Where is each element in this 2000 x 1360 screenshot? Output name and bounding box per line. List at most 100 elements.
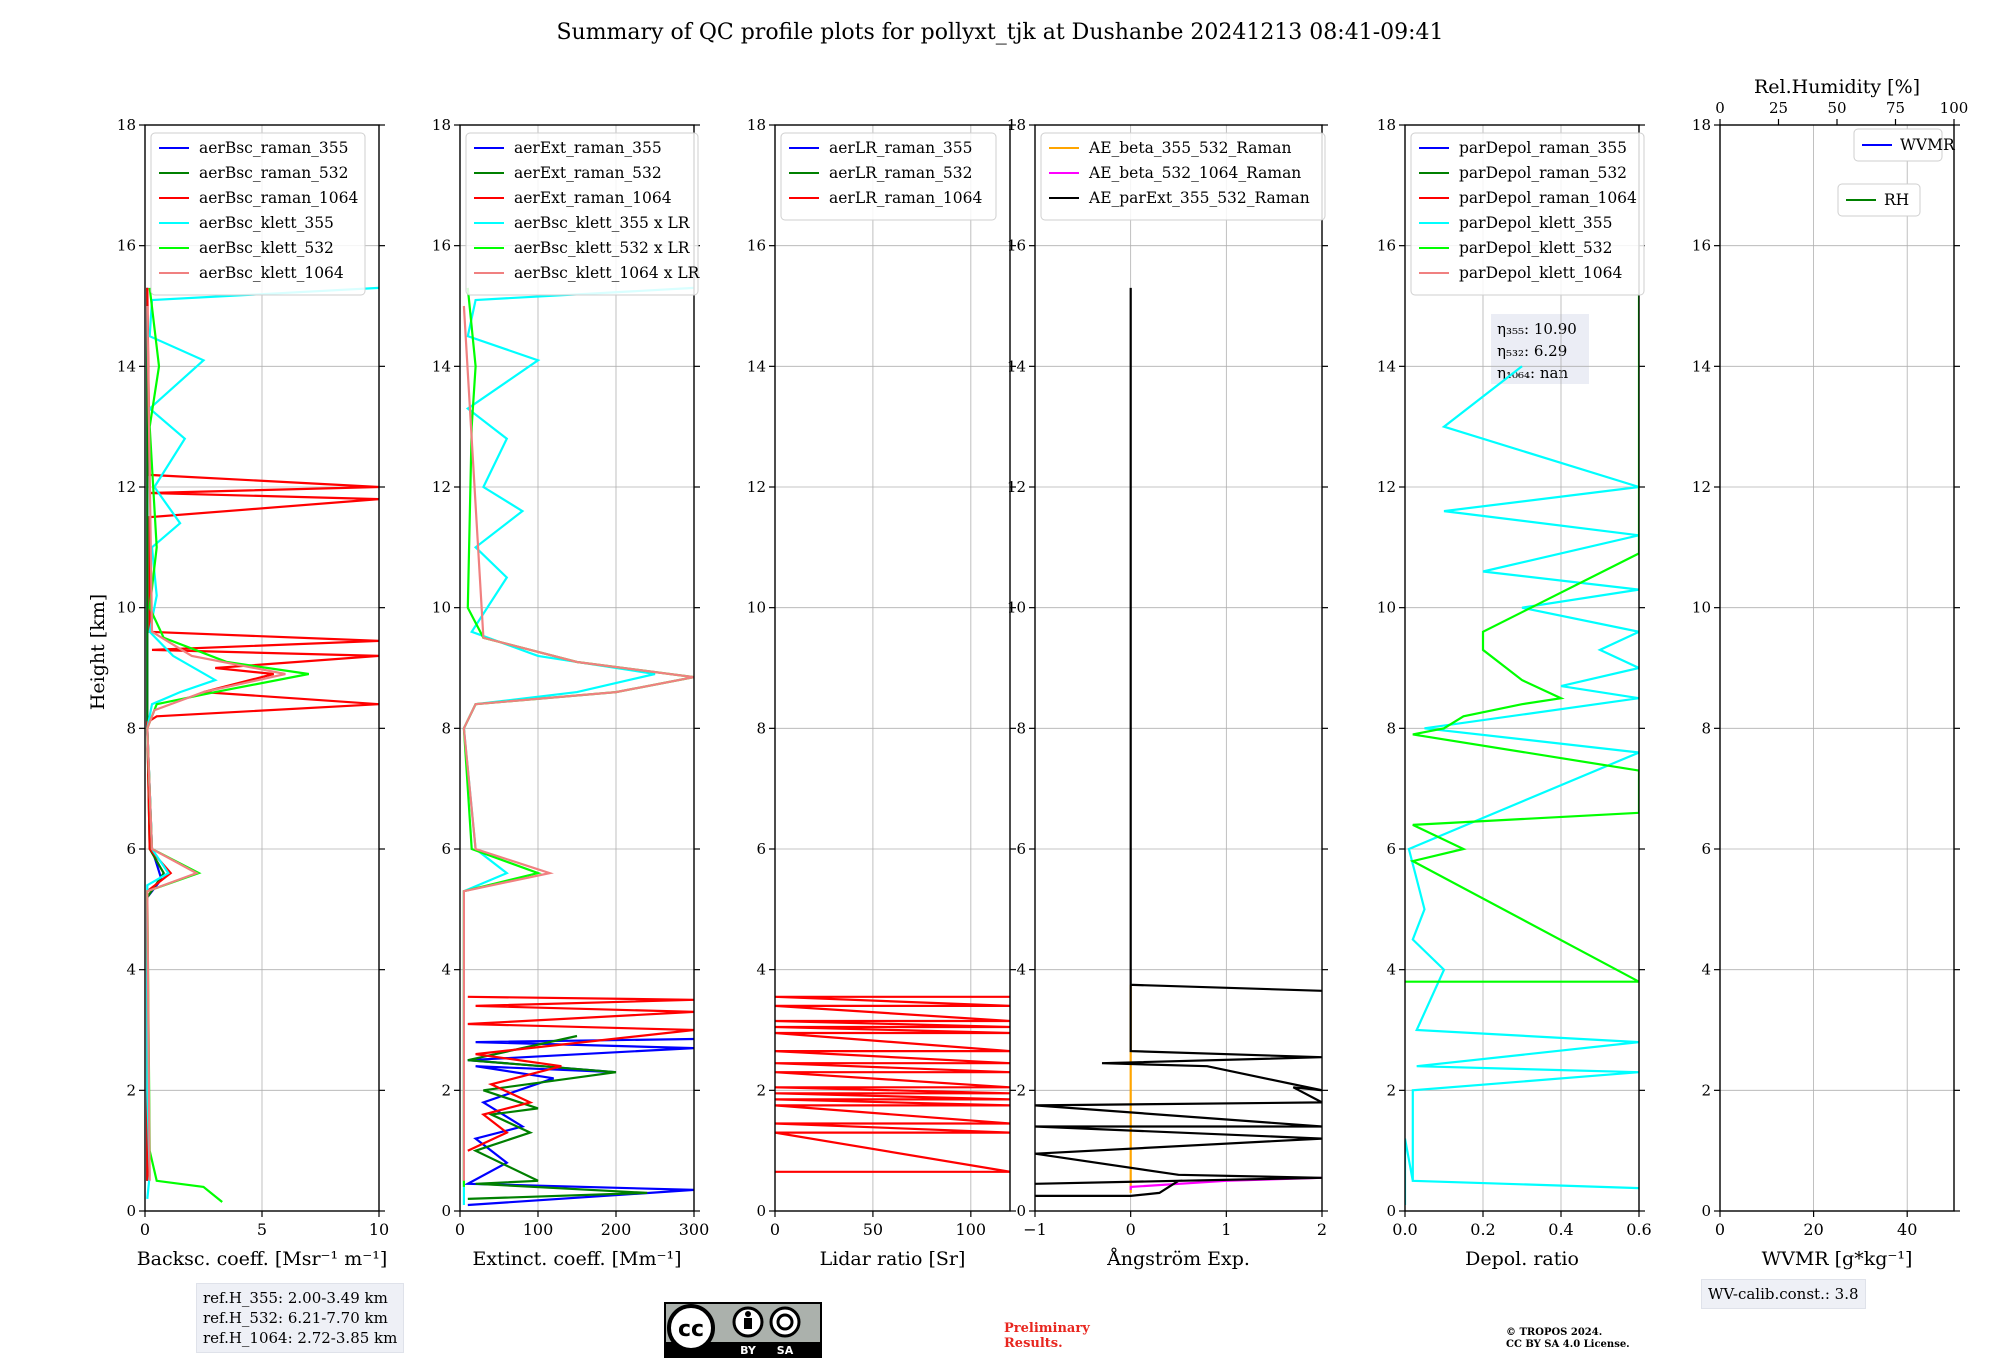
legend-entry: RH: [1884, 191, 1909, 209]
y-tick-label: 16: [432, 237, 451, 255]
x-tick-label: 40: [1897, 1220, 1917, 1239]
legend-entry: parDepol_klett_355: [1459, 214, 1612, 232]
x-axis-label: Backsc. coeff. [Msr⁻¹ m⁻¹]: [137, 1248, 388, 1270]
y-tick-label: 4: [1701, 961, 1711, 979]
x-tick-label: 100: [956, 1220, 987, 1239]
reference-height-box: ref.H_355: 2.00-3.49 km ref.H_532: 6.21-…: [196, 1283, 405, 1353]
legend-entry: aerBsc_raman_1064: [199, 189, 359, 207]
y-tick-label: 18: [117, 116, 136, 134]
y-tick-label: 12: [432, 478, 451, 496]
x-tick-label: 0.0: [1392, 1220, 1417, 1239]
legend-entry: aerBsc_klett_532 x LR: [514, 239, 691, 257]
legend-entry: aerBsc_klett_532: [199, 239, 334, 257]
axes-frame: [1404, 124, 1640, 1212]
x-tick-label: 2: [1317, 1220, 1327, 1239]
copyright-line-1: © TROPOS 2024.: [1506, 1327, 1603, 1338]
wv-calibration-box: WV-calib.const.: 3.8: [1701, 1279, 1866, 1309]
series-line-aerBsc_klett_532: [146, 287, 310, 1203]
y-tick-label: 14: [1007, 357, 1026, 375]
x-axis-label: Ångström Exp.: [1106, 1248, 1250, 1270]
x-axis-label: Extinct. coeff. [Mm⁻¹]: [472, 1248, 681, 1270]
legend-entry: parDepol_raman_532: [1459, 164, 1627, 182]
refh-1064: ref.H_1064: 2.72-3.85 km: [203, 1329, 398, 1347]
cc-by-sa-license-icon: cc BY SA: [664, 1302, 822, 1358]
by-person-icon: [745, 1311, 751, 1317]
x-tick-label: 50: [863, 1220, 883, 1239]
y-tick-label: 14: [1377, 357, 1396, 375]
legend-entry: aerLR_raman_1064: [829, 189, 982, 207]
axes-frame: [774, 124, 1011, 1212]
y-tick-label: 16: [1007, 237, 1026, 255]
x-tick-label: 0.4: [1548, 1220, 1573, 1239]
y-tick-label: 0: [1016, 1202, 1026, 1220]
chart-panel-1: 0 2 4 6 8 10 12 14 16 18 0 5 10 Backsc. coeff. [Msr⁻¹…: [117, 116, 389, 1270]
y-tick-label: 0: [1386, 1202, 1396, 1220]
series-line-aerExt_raman_355: [463, 1037, 694, 1207]
axes-frame: [459, 124, 695, 1212]
y-tick-label: 18: [1007, 116, 1026, 134]
y-tick-label: 14: [432, 357, 451, 375]
legend-entry: aerBsc_klett_355: [199, 214, 334, 232]
y-tick-label: 12: [1007, 478, 1026, 496]
axes-frame: [1719, 124, 1955, 1212]
y-tick-label: 2: [441, 1081, 451, 1099]
legend-box: [1040, 132, 1326, 221]
legend-entry: aerBsc_raman_532: [199, 164, 349, 182]
y-tick-label: 6: [1016, 840, 1026, 858]
preliminary-line-1: Preliminary: [1004, 1321, 1090, 1336]
copyright-line-2: CC BY SA 4.0 License.: [1506, 1339, 1630, 1350]
legend-entry: parDepol_klett_532: [1459, 239, 1612, 257]
series-line-aerBsc_klett_1064 x LR: [462, 305, 694, 1181]
x-tick-label: 0.6: [1626, 1220, 1651, 1239]
y-tick-label: 0: [126, 1202, 136, 1220]
legend-box: [1410, 132, 1645, 296]
y-tick-label: 0: [441, 1202, 451, 1220]
annotation-line: η₅₃₂: 6.29: [1497, 342, 1567, 360]
y-tick-label: 4: [1386, 961, 1396, 979]
x-tick-label: 300: [679, 1220, 710, 1239]
legend-entry: WVMR: [1900, 136, 1956, 154]
legend-box: [1837, 183, 1921, 217]
series-line-parDepol_klett_355: [1405, 365, 1639, 1205]
legend-box: [150, 132, 366, 296]
x-tick-label: 10: [369, 1220, 389, 1239]
y-tick-label: 14: [747, 357, 766, 375]
refh-355: ref.H_355: 2.00-3.49 km: [203, 1289, 388, 1307]
x-tick-label: 0: [770, 1220, 780, 1239]
legend-box: [1853, 128, 1943, 162]
y-tick-label: 4: [441, 961, 451, 979]
y-tick-label: 4: [756, 961, 766, 979]
y-tick-label: 10: [117, 599, 136, 617]
x2-tick-label: 50: [1827, 99, 1846, 117]
legend-entry: aerBsc_raman_355: [199, 139, 349, 157]
x-tick-label: 0: [455, 1220, 465, 1239]
legend-entry: AE_beta_355_532_Raman: [1088, 139, 1291, 157]
y-tick-label: 0: [756, 1202, 766, 1220]
y-tick-label: 8: [756, 719, 766, 737]
legend-entry: parDepol_raman_355: [1459, 139, 1627, 157]
y-tick-label: 10: [432, 599, 451, 617]
series-line-aerExt_raman_532: [467, 1034, 648, 1200]
y-tick-label: 10: [1377, 599, 1396, 617]
x-axis-label: Lidar ratio [Sr]: [820, 1248, 966, 1270]
figure-title: Summary of QC profile plots for pollyxt_…: [556, 20, 1444, 45]
x-tick-label: 1: [1221, 1220, 1231, 1239]
chart-panel-5: 0 2 4 6 8 10 12 14 16 18 0.0 0.2 0.4 0.6 Depol. ratio p…: [1377, 116, 1652, 1270]
x2-tick-label: 75: [1886, 99, 1905, 117]
y-tick-label: 2: [1701, 1081, 1711, 1099]
legend-entry: aerLR_raman_355: [829, 139, 972, 157]
cc-icon-text: cc: [678, 1317, 704, 1342]
y-tick-label: 10: [1007, 599, 1026, 617]
x-tick-label: −1: [1023, 1220, 1047, 1239]
y-axis-label: Height [km]: [87, 594, 109, 710]
legend-entry: parDepol_klett_1064: [1459, 264, 1622, 282]
y-tick-label: 12: [747, 478, 766, 496]
y-tick-label: 12: [1377, 478, 1396, 496]
y-tick-label: 18: [1377, 116, 1396, 134]
y-tick-label: 10: [1692, 599, 1711, 617]
annotation-line: η₁₀₆₄: nan: [1497, 364, 1568, 382]
y-tick-label: 4: [1016, 961, 1026, 979]
